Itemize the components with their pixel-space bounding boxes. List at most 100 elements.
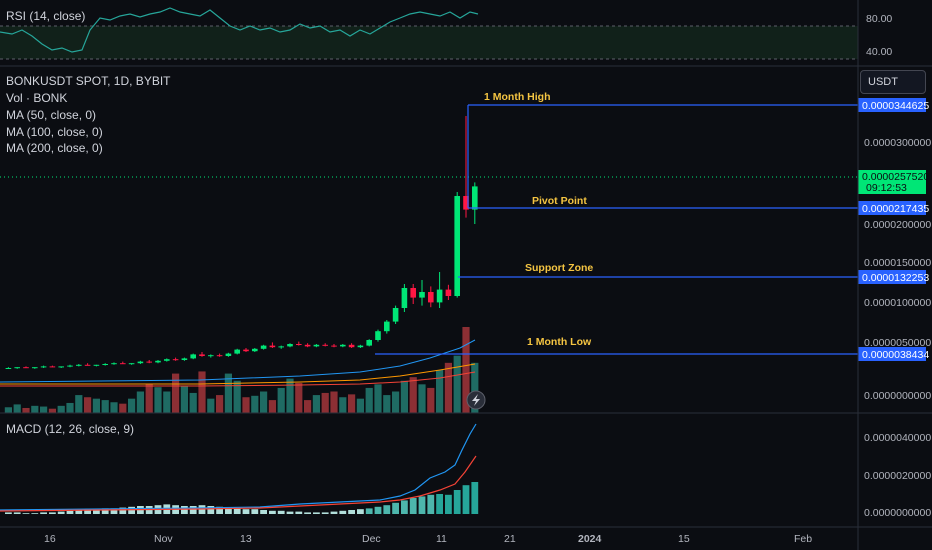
- volume-bar: [48, 408, 56, 413]
- macd-hist-bar: [251, 509, 259, 514]
- candle-body: [252, 348, 258, 352]
- macd-hist-bar: [40, 512, 47, 514]
- price-tag-current: 0.0000257520: [862, 171, 929, 183]
- price-tick-3: 0.0000150000: [864, 257, 931, 269]
- volume-bar: [75, 395, 83, 413]
- candle-body: [146, 361, 152, 363]
- price-countdown: 09:12:53: [866, 182, 907, 194]
- candle-body: [410, 288, 416, 298]
- candle-body: [208, 355, 214, 357]
- macd-hist-bar: [330, 511, 338, 514]
- macd-hist-bar: [462, 485, 470, 514]
- level-label-pivot: Pivot Point: [532, 195, 587, 207]
- macd-hist-bar: [357, 509, 364, 514]
- candle-body: [23, 367, 29, 369]
- macd-hist-bar: [13, 512, 21, 514]
- volume-bar: [383, 395, 391, 413]
- volume-bar: [198, 371, 206, 413]
- volume-bar: [260, 391, 268, 413]
- price-tag-high-bg: [858, 98, 926, 112]
- candle-body: [32, 367, 38, 369]
- macd-hist-bar: [93, 509, 100, 514]
- macd-title: MACD (12, 26, close, 9): [6, 422, 134, 436]
- rsi-title: RSI (14, close): [6, 9, 85, 23]
- candle-body: [269, 345, 276, 348]
- volume-bar: [356, 398, 364, 413]
- volume-bar: [57, 405, 65, 413]
- volume-bar: [163, 391, 171, 413]
- volume-bar: [339, 397, 347, 413]
- ma-red-line: [0, 371, 476, 387]
- macd-hist-bar: [22, 513, 30, 514]
- candle-body: [384, 321, 390, 332]
- volume-bar: [462, 327, 470, 413]
- time-tick-nov: Nov: [154, 533, 173, 545]
- macd-hist-bar: [401, 500, 408, 514]
- macd-hist-bar: [49, 512, 56, 514]
- volume-bar: [418, 384, 426, 413]
- macd-hist-bar: [110, 508, 118, 514]
- time-tick-2024: 2024: [578, 533, 602, 545]
- volume-bar: [444, 362, 452, 413]
- volume-bar: [216, 395, 224, 413]
- price-tag-low-bg: [858, 347, 926, 361]
- candle-body: [93, 364, 100, 366]
- macd-hist-bar: [365, 508, 373, 514]
- time-tick-11: 11: [436, 533, 447, 545]
- volume-bar: [304, 400, 312, 413]
- volume-bar: [392, 391, 400, 413]
- macd-hist-bar: [453, 490, 461, 514]
- candle-body: [225, 353, 232, 356]
- volume-bar: [22, 407, 30, 413]
- level-label-low: 1 Month Low: [527, 336, 592, 348]
- price-tick-4: 0.0000100000: [864, 297, 931, 309]
- volume-bar: [66, 402, 74, 413]
- volume-bar: [128, 398, 136, 413]
- indicator-ma100: MA (100, close, 0): [6, 125, 103, 139]
- symbol-title: BONKUSDT SPOT, 1D, BYBIT: [6, 74, 171, 88]
- candle-body: [58, 366, 64, 368]
- time-tick-13: 13: [240, 533, 252, 545]
- macd-hist-bar: [286, 511, 294, 514]
- candle-body: [14, 367, 20, 369]
- candle-body: [428, 292, 434, 303]
- volume-bar: [365, 387, 373, 413]
- lightning-icon-glyph: [472, 394, 480, 406]
- macd-hist-bar: [427, 494, 435, 514]
- volume-bar: [409, 377, 417, 413]
- volume-bar: [286, 378, 294, 413]
- candle-body: [128, 363, 135, 365]
- macd-hist-bar: [216, 506, 223, 514]
- time-tick-feb: Feb: [794, 533, 812, 545]
- macd-hist-bar: [128, 506, 135, 514]
- volume-bar: [13, 404, 21, 413]
- candle-body: [76, 364, 82, 366]
- macd-hist-bar: [313, 512, 320, 514]
- macd-hist-bar: [471, 482, 479, 514]
- candle-body: [340, 344, 346, 347]
- indicator-ma50: MA (50, close, 0): [6, 108, 96, 122]
- candle-body: [137, 361, 144, 364]
- time-tick-15: 15: [678, 533, 690, 545]
- candle-body: [181, 358, 188, 360]
- volume-bar: [4, 407, 12, 413]
- candle-body: [331, 345, 337, 347]
- volume-bar: [295, 382, 303, 413]
- candle-body: [392, 308, 399, 322]
- volume-bar: [136, 391, 144, 413]
- indicator-ma200: MA (200, close, 0): [6, 141, 103, 155]
- candle-body: [102, 364, 108, 365]
- volume-bar: [101, 400, 109, 413]
- volume-bar: [348, 394, 356, 413]
- candle-body: [454, 196, 460, 296]
- candle-body: [287, 344, 293, 347]
- rsi-tick-80: 80.00: [866, 13, 892, 25]
- volume-bar: [172, 373, 180, 413]
- candle-body: [234, 349, 240, 354]
- macd-hist-bar: [392, 502, 399, 514]
- candle-body: [401, 288, 408, 308]
- currency-selector[interactable]: USDT: [860, 70, 926, 94]
- volume-bar: [321, 392, 329, 413]
- macd-hist-bar: [383, 505, 391, 514]
